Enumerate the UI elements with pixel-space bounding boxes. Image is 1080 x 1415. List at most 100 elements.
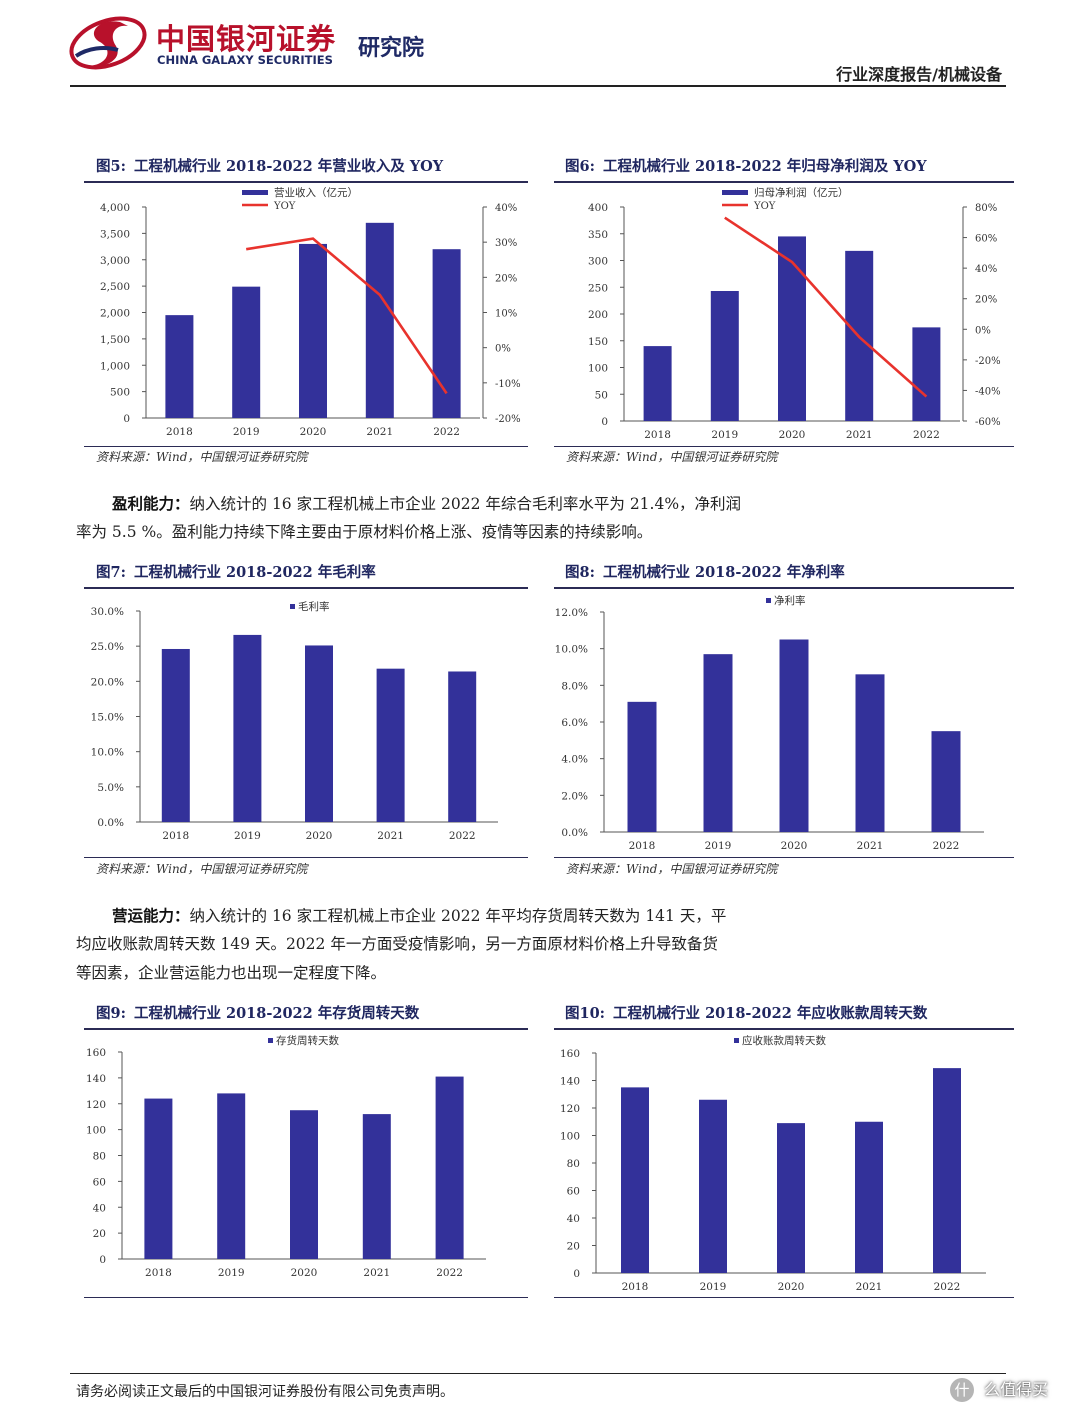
yoy-line bbox=[245, 237, 448, 395]
x-tick-label: 2019 bbox=[218, 1267, 245, 1279]
y-tick-label: 160 bbox=[86, 1047, 106, 1059]
figure-7-chart: 0.0% 5.0% 10.0% 15.0% 20.0% 25.0% 30.0% 2018 201… bbox=[91, 600, 498, 842]
paragraph-2-line-3: 等因素，企业营运能力也出现一定程度下降。 bbox=[76, 964, 387, 982]
y-tick-label: 25.0% bbox=[91, 641, 124, 653]
x-tick-label: 2022 bbox=[433, 426, 460, 438]
y2-tick-label: 40% bbox=[975, 264, 997, 275]
y-tick-label: 0.0% bbox=[97, 817, 124, 829]
figure-7-source: 资料来源：Wind，中国银河证券研究院 bbox=[96, 862, 308, 876]
figure-6-top-rule bbox=[554, 181, 1014, 183]
x-tick-label: 2022 bbox=[933, 840, 960, 852]
figure-5-title-text: 工程机械行业 2018-2022 年营业收入及 YOY bbox=[133, 158, 444, 175]
figure-10-title-text: 工程机械行业 2018-2022 年应收账款周转天数 bbox=[613, 1005, 928, 1022]
y-tick-label: 0 bbox=[123, 413, 130, 425]
figure-6-bottom-rule bbox=[554, 446, 1014, 448]
y-tick-label: 1,000 bbox=[100, 360, 130, 372]
logo-english-name: CHINA GALAXY SECURITIES bbox=[157, 53, 333, 67]
report-type: 行业深度报告/机械设备 bbox=[836, 65, 1002, 84]
figure-5-title: 图5: 工程机械行业 2018-2022 年营业收入及 YOY bbox=[96, 155, 443, 176]
bar-2018 bbox=[165, 315, 194, 418]
legend-bar-swatch bbox=[268, 1038, 273, 1043]
paragraph-2-line-2: 均应收账款周转天数 149 天。2022 年一方面受疫情影响，另一方面原材料价格… bbox=[76, 935, 718, 953]
y-tick-label: 0 bbox=[601, 416, 608, 428]
y-tick-label: 6.0% bbox=[561, 717, 588, 729]
y-tick-label: 2.0% bbox=[561, 790, 588, 802]
legend-bar-label: 毛利率 bbox=[298, 600, 330, 613]
footer-divider bbox=[70, 1373, 1006, 1374]
x-tick-label: 2018 bbox=[162, 830, 189, 842]
y2-tick-label: 20% bbox=[495, 273, 517, 284]
y-tick-label: 300 bbox=[588, 256, 608, 268]
legend-bar-swatch bbox=[722, 190, 748, 195]
figure-5-bottom-rule bbox=[84, 446, 528, 448]
y2-tick-label: 20% bbox=[975, 295, 997, 306]
figure-7-title: 图7: 工程机械行业 2018-2022 年毛利率 bbox=[96, 561, 376, 582]
bar-2021 bbox=[855, 674, 885, 832]
figure-7-title-text: 工程机械行业 2018-2022 年毛利率 bbox=[133, 564, 376, 581]
logo-chinese-name: 中国银河证券 bbox=[156, 22, 337, 56]
figure-6-source: 资料来源：Wind，中国银河证券研究院 bbox=[566, 450, 778, 464]
figure-10-top-rule bbox=[554, 1028, 1014, 1030]
y-tick-label: 0.0% bbox=[561, 827, 588, 839]
y-tick-label: 10.0% bbox=[91, 747, 124, 759]
y-tick-label: 200 bbox=[588, 309, 608, 321]
y-tick-label: 160 bbox=[560, 1048, 580, 1060]
y-tick-label: 3,000 bbox=[100, 255, 130, 267]
y-tick-label: 2,000 bbox=[100, 308, 130, 320]
y-tick-label: 10.0% bbox=[555, 644, 588, 656]
y-tick-label: 80 bbox=[93, 1151, 106, 1163]
x-tick-label: 2021 bbox=[366, 426, 393, 438]
figure-10-chart: 0 20 40 60 80 100 120 140 160 2018 2019 2020 2021 202… bbox=[560, 1034, 986, 1293]
bar-2021 bbox=[365, 222, 394, 418]
y-tick-label: 120 bbox=[560, 1103, 580, 1115]
y-tick-label: 350 bbox=[588, 229, 608, 241]
legend-bar-swatch bbox=[766, 598, 771, 603]
paragraph-1-line-1: 盈利能力：纳入统计的 16 家工程机械上市企业 2022 年综合毛利率水平为 2… bbox=[112, 489, 741, 519]
legend-bar-swatch bbox=[734, 1038, 739, 1043]
y2-tick-label: 30% bbox=[495, 238, 517, 249]
y-tick-label: 2,500 bbox=[100, 281, 130, 293]
x-tick-label: 2018 bbox=[166, 426, 193, 438]
figure-8-source: 资料来源：Wind，中国银河证券研究院 bbox=[566, 862, 778, 876]
bar-2020 bbox=[290, 1110, 318, 1259]
y2-tick-label: 0% bbox=[975, 325, 991, 336]
figure-7-number: 图7: bbox=[96, 564, 126, 581]
footer-disclaimer: 请务必阅读正文最后的中国银河证券股份有限公司免责声明。 bbox=[76, 1384, 454, 1400]
bar-2018 bbox=[643, 346, 672, 421]
paragraph-2-lead: 营运能力： bbox=[112, 906, 190, 925]
legend-bar-label: 存货周转天数 bbox=[276, 1034, 339, 1047]
x-tick-label: 2019 bbox=[700, 1281, 727, 1293]
y-tick-label: 15.0% bbox=[91, 712, 124, 724]
x-tick-label: 2019 bbox=[233, 426, 260, 438]
y-tick-label: 4.0% bbox=[561, 754, 588, 766]
watermark-icon: 什 bbox=[950, 1378, 974, 1402]
x-tick-label: 2021 bbox=[363, 1267, 390, 1279]
legend-line-label: YOY bbox=[273, 201, 296, 212]
bar-2018 bbox=[161, 648, 190, 822]
figure-10-bottom-rule bbox=[554, 1297, 1014, 1299]
bar-2018 bbox=[621, 1087, 649, 1273]
bar-2021 bbox=[855, 1121, 883, 1273]
legend-bar-label: 营业收入（亿元） bbox=[274, 186, 358, 199]
institute-name: 研究院 bbox=[358, 36, 425, 61]
bar-2021 bbox=[376, 668, 405, 822]
bar-2021 bbox=[362, 1114, 391, 1259]
bar-2019 bbox=[703, 654, 733, 832]
y-tick-label: 140 bbox=[86, 1073, 106, 1085]
y2-tick-label: 80% bbox=[975, 203, 997, 214]
legend-bar-swatch bbox=[242, 190, 268, 195]
x-tick-label: 2022 bbox=[934, 1281, 961, 1293]
y-tick-label: 1,500 bbox=[100, 334, 130, 346]
legend-bar-label: 净利率 bbox=[774, 594, 806, 607]
paragraph-1-text-1: 纳入统计的 16 家工程机械上市企业 2022 年综合毛利率水平为 21.4%，… bbox=[189, 495, 742, 513]
x-tick-label: 2018 bbox=[644, 429, 671, 441]
yoy-line bbox=[724, 216, 928, 398]
watermark-text: 么值得买 bbox=[984, 1380, 1049, 1399]
y-tick-label: 100 bbox=[588, 363, 608, 375]
legend-bar-label: 归母净利润（亿元） bbox=[754, 186, 849, 199]
y-tick-label: 120 bbox=[86, 1099, 106, 1111]
bar-2020 bbox=[779, 639, 809, 832]
x-tick-label: 2020 bbox=[779, 429, 806, 441]
figure-8-title: 图8: 工程机械行业 2018-2022 年净利率 bbox=[565, 561, 845, 582]
x-tick-label: 2019 bbox=[234, 830, 261, 842]
